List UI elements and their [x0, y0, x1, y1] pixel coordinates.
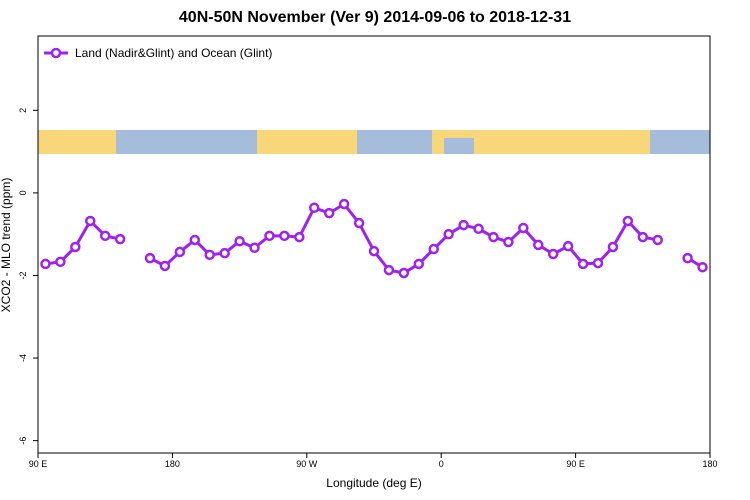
y-tick-label: -2: [18, 271, 28, 279]
point: [249, 242, 260, 254]
point: [114, 233, 126, 245]
point: [234, 235, 245, 247]
series-line: [45, 202, 704, 275]
x-tick-label: 180: [702, 459, 717, 469]
point: [144, 252, 156, 264]
point: [547, 248, 559, 260]
point: [338, 198, 350, 210]
point: [533, 239, 544, 251]
point: [189, 234, 201, 246]
point: [577, 258, 589, 270]
x-tick-label: 90 E: [566, 459, 585, 469]
chart-title: 40N-50N November (Ver 9) 2014-09-06 to 2…: [179, 9, 571, 26]
point: [353, 217, 365, 229]
x-axis-label: Longitude (deg E): [326, 476, 421, 490]
point: [323, 207, 335, 219]
point: [488, 231, 499, 243]
x-tick-label: 0: [439, 459, 444, 469]
point: [518, 222, 529, 234]
point: [40, 258, 51, 270]
point: [70, 241, 81, 253]
point: [652, 234, 663, 246]
map-band: [38, 130, 710, 154]
point: [219, 247, 230, 259]
x-tick-label: 90 W: [296, 459, 318, 469]
point: [398, 267, 410, 279]
point: [55, 256, 66, 268]
point: [294, 231, 305, 243]
y-tick-label: -6: [18, 437, 28, 445]
x-tick-label: 90 E: [29, 459, 48, 469]
point: [383, 264, 395, 276]
y-tick-label: 0: [18, 190, 28, 195]
point: [503, 236, 514, 248]
point: [279, 230, 290, 242]
point: [637, 231, 649, 243]
point: [473, 223, 484, 235]
point: [99, 230, 111, 242]
y-tick-label: 2: [18, 108, 28, 113]
point: [264, 230, 275, 242]
point: [443, 228, 454, 240]
point: [413, 258, 425, 270]
point: [607, 241, 619, 253]
x-tick-label: 180: [165, 459, 180, 469]
legend-marker: [50, 47, 62, 59]
y-tick-label: -4: [18, 354, 28, 362]
point: [159, 260, 171, 272]
point: [204, 249, 215, 261]
plot-frame: [37, 35, 711, 454]
point: [562, 240, 574, 252]
point: [458, 219, 469, 231]
point: [85, 215, 96, 227]
point: [174, 246, 186, 258]
point: [697, 261, 708, 273]
point: [309, 202, 320, 214]
point: [682, 252, 693, 264]
point: [622, 215, 634, 227]
point: [368, 245, 380, 257]
point: [592, 257, 604, 269]
point: [428, 243, 439, 255]
y-axis-label: XCO2 - MLO trend (ppm): [0, 178, 13, 313]
legend-label: Land (Nadir&Glint) and Ocean (Glint): [75, 46, 272, 60]
